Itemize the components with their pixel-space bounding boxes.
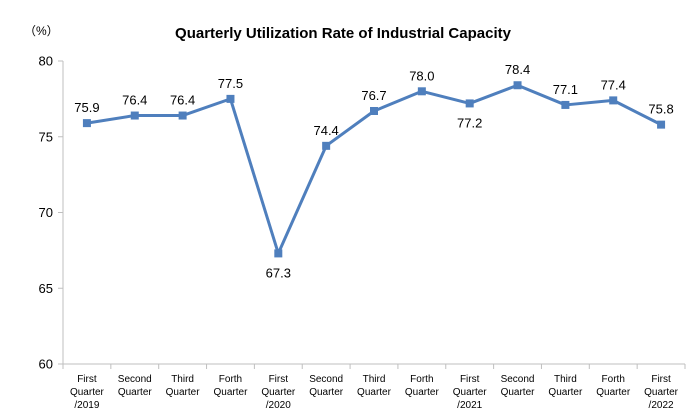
y-axis-unit-label: （%） xyxy=(24,24,59,38)
x-tick-label: Forth Quarter xyxy=(405,374,440,398)
y-tick-label: 65 xyxy=(39,281,53,296)
data-label: 78.0 xyxy=(409,68,434,83)
x-tick-label-line: Quarter xyxy=(596,387,631,398)
x-tick-label-line: /2019 xyxy=(74,400,99,411)
data-point-marker xyxy=(274,249,283,258)
x-tick-label: First Quarter/2020 xyxy=(261,374,296,411)
x-tick-label-line: /2021 xyxy=(457,400,482,411)
x-tick-label-line: Forth xyxy=(219,374,242,385)
x-tick-label: First Quarter/2022 xyxy=(644,374,679,411)
data-series xyxy=(82,81,666,258)
x-tick-label-line: First xyxy=(77,374,97,385)
x-tick-label-line: Second xyxy=(118,374,152,385)
data-label: 77.4 xyxy=(601,77,626,92)
x-tick-label-line: Quarter xyxy=(501,387,536,398)
data-point-marker xyxy=(82,119,91,128)
data-label: 77.5 xyxy=(218,76,243,91)
x-tick-label-line: Forth xyxy=(410,374,433,385)
x-tick-label: Third Quarter xyxy=(548,374,583,398)
x-tick-label-line: /2020 xyxy=(266,400,291,411)
x-tick-label-line: Forth xyxy=(602,374,625,385)
data-label: 76.4 xyxy=(170,93,195,108)
data-point-marker xyxy=(226,94,235,103)
x-tick-label-line: Quarter xyxy=(644,387,679,398)
x-tick-label: Second Quarter xyxy=(118,374,153,398)
data-point-marker xyxy=(178,111,187,120)
data-label: 76.7 xyxy=(361,88,386,103)
x-tick-label-line: First xyxy=(651,374,671,385)
x-tick-label-line: Quarter xyxy=(261,387,296,398)
x-tick-label: Third Quarter xyxy=(357,374,392,398)
x-tick-label-line: Quarter xyxy=(548,387,583,398)
chart-title: Quarterly Utilization Rate of Industrial… xyxy=(175,25,512,42)
x-tick-label-line: Quarter xyxy=(70,387,105,398)
axes xyxy=(58,60,686,369)
data-label: 74.4 xyxy=(313,123,338,138)
data-point-marker xyxy=(370,106,378,115)
data-point-marker xyxy=(322,141,331,150)
data-label: 78.4 xyxy=(505,62,530,77)
data-label: 67.3 xyxy=(266,265,291,280)
data-label: 77.1 xyxy=(553,82,578,97)
x-tick-label-line: Quarter xyxy=(214,387,249,398)
data-point-marker xyxy=(417,87,426,96)
data-label: 75.8 xyxy=(648,102,673,117)
x-tick-label-line: First xyxy=(269,374,289,385)
x-tick-label-line: Quarter xyxy=(309,387,344,398)
x-tick-label: First Quarter/2021 xyxy=(453,374,488,411)
x-tick-label-line: Second xyxy=(501,374,535,385)
y-axis-tick-labels: 60 65 70 75 80 xyxy=(39,54,53,372)
x-tick-label-line: /2022 xyxy=(649,400,674,411)
data-point-marker xyxy=(609,96,618,105)
x-tick-label: Second Quarter xyxy=(501,374,536,398)
x-tick-label: Second Quarter xyxy=(309,374,344,398)
data-labels: 75.9 76.4 76.4 77.5 67.3 74.4 76.7 78.0 77.2 78.4… xyxy=(74,62,673,280)
x-tick-label-line: Quarter xyxy=(405,387,440,398)
x-tick-label: First Quarter/2019 xyxy=(70,374,105,411)
x-tick-label-line: Second xyxy=(309,374,343,385)
x-tick-label: Forth Quarter xyxy=(214,374,249,398)
x-tick-label: Forth Quarter xyxy=(596,374,631,398)
y-tick-label: 60 xyxy=(39,357,53,372)
data-point-marker xyxy=(561,100,570,109)
data-point-marker xyxy=(130,111,139,120)
x-tick-label: Third Quarter xyxy=(166,374,201,398)
data-label: 75.9 xyxy=(74,100,99,115)
x-tick-label-line: Quarter xyxy=(357,387,392,398)
data-label: 76.4 xyxy=(122,93,147,108)
x-tick-label-line: Quarter xyxy=(453,387,488,398)
x-tick-label-line: Quarter xyxy=(166,387,201,398)
data-label: 77.2 xyxy=(457,115,482,130)
data-point-marker xyxy=(513,81,522,90)
x-tick-label-line: First xyxy=(460,374,480,385)
x-tick-label-line: Quarter xyxy=(118,387,153,398)
y-tick-label: 70 xyxy=(39,205,53,220)
x-tick-label-line: Third xyxy=(171,374,194,385)
x-axis-tick-labels: First Quarter/2019 Second Quarter Third Quart… xyxy=(70,374,679,411)
x-tick-label-line: Third xyxy=(554,374,577,385)
y-tick-label: 75 xyxy=(39,129,53,144)
y-tick-label: 80 xyxy=(39,54,53,69)
data-point-marker xyxy=(465,99,474,108)
x-tick-label-line: Third xyxy=(363,374,386,385)
data-point-marker xyxy=(657,120,666,129)
